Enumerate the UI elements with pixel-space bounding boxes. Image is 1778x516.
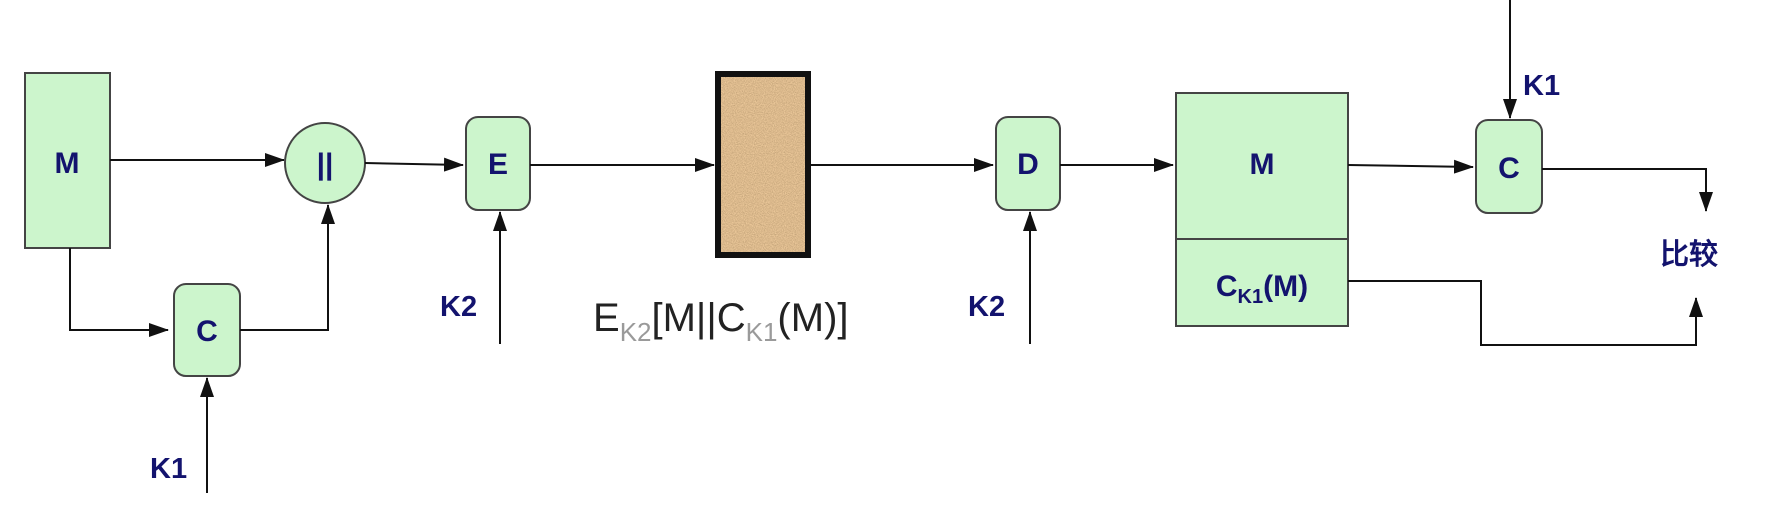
arrow-concat-to-encrypt [364, 157, 464, 172]
received-tag-main: C [1216, 270, 1238, 303]
arrow-message-to-mac [1347, 159, 1474, 174]
arrow-mac-to-concat [240, 204, 335, 331]
compare-label: 比较 [1660, 237, 1718, 271]
caption-m-c: [M||C [652, 296, 746, 340]
encrypt-label: E [488, 148, 508, 181]
encrypt-block: E [465, 116, 531, 211]
received-tag-label: CK1(M) [1216, 270, 1308, 308]
sender-message-block: M [24, 72, 111, 249]
sender-mac-label: C [196, 315, 218, 348]
received-tag-sub: K1 [1238, 286, 1264, 308]
plaintext-block: M CK1(M) [1175, 92, 1349, 327]
decrypt-block: D [995, 116, 1061, 211]
ciphertext-caption: EK2[M||CK1(M)] [593, 296, 849, 347]
caption-sub-k1: K1 [746, 317, 778, 347]
receiver-key-k1-label: K1 [1523, 70, 1560, 102]
caption-sub-k2: K2 [620, 317, 652, 347]
concat-label: || [317, 148, 334, 181]
caption-m: (M)] [777, 296, 848, 340]
receiver-mac-label: C [1498, 152, 1520, 185]
sender-key-k1-label: K1 [150, 453, 187, 485]
receiver-key-k2-label: K2 [968, 291, 1005, 323]
received-message-label: M [1250, 148, 1275, 181]
concat-node: || [284, 122, 366, 204]
caption-e: E [593, 296, 620, 340]
sender-key-k2-label: K2 [440, 291, 477, 323]
arrow-tag-to-compare [1348, 280, 1703, 346]
received-tag-arg: (M) [1263, 270, 1308, 303]
receiver-mac-block: C [1475, 119, 1543, 214]
sender-mac-block: C [173, 283, 241, 377]
ciphertext-block [715, 71, 811, 258]
arrow-mac-to-compare [1542, 168, 1713, 212]
sender-message-label: M [55, 147, 80, 180]
decrypt-label: D [1017, 148, 1039, 181]
arrow-m-to-mac [69, 248, 169, 337]
